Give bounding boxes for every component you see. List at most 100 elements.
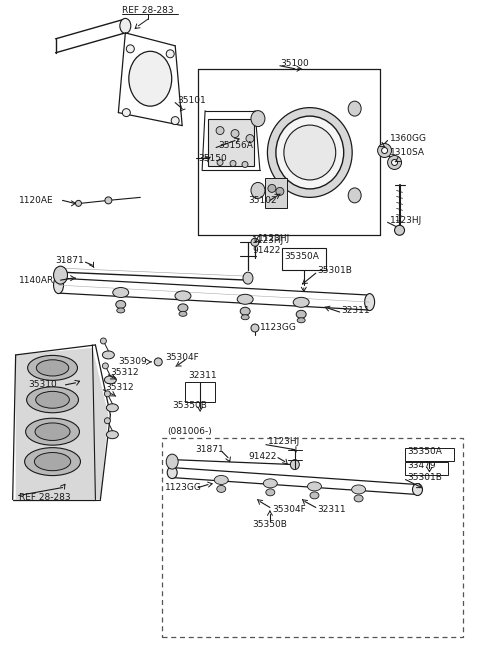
Ellipse shape: [276, 116, 344, 189]
Circle shape: [395, 225, 405, 235]
Circle shape: [217, 159, 223, 166]
Text: 35156A: 35156A: [218, 141, 253, 150]
Ellipse shape: [241, 315, 249, 320]
Text: 35309: 35309: [119, 358, 147, 366]
Ellipse shape: [24, 447, 81, 476]
Text: 35350B: 35350B: [172, 402, 207, 410]
Ellipse shape: [35, 453, 71, 471]
Ellipse shape: [120, 18, 131, 33]
Circle shape: [100, 338, 107, 344]
Text: 35312: 35312: [106, 383, 134, 392]
Ellipse shape: [284, 125, 336, 180]
Text: 1120AE: 1120AE: [19, 196, 53, 205]
Ellipse shape: [251, 111, 265, 126]
Circle shape: [276, 187, 284, 195]
Text: 35310: 35310: [29, 381, 58, 389]
Ellipse shape: [107, 431, 119, 439]
Text: 33479: 33479: [408, 461, 436, 470]
Text: REF 28-283: REF 28-283: [19, 493, 70, 502]
Ellipse shape: [35, 423, 70, 440]
Circle shape: [251, 324, 259, 332]
Circle shape: [230, 160, 236, 166]
Bar: [405, 462, 448, 475]
Text: 32311: 32311: [318, 505, 347, 514]
Circle shape: [382, 147, 387, 153]
Ellipse shape: [267, 107, 352, 197]
Text: 35304F: 35304F: [272, 505, 306, 514]
Text: 1310SA: 1310SA: [390, 148, 425, 157]
Text: 1140AR: 1140AR: [19, 276, 54, 285]
Text: 1123GG: 1123GG: [165, 483, 202, 492]
Circle shape: [216, 126, 224, 134]
Text: 35350A: 35350A: [284, 252, 319, 261]
Ellipse shape: [113, 288, 129, 297]
Bar: [265, 178, 287, 208]
Ellipse shape: [348, 101, 361, 116]
Ellipse shape: [240, 307, 250, 315]
Polygon shape: [16, 348, 108, 500]
Circle shape: [387, 155, 402, 170]
Circle shape: [166, 50, 174, 58]
Text: 35102: 35102: [248, 196, 276, 205]
Bar: [162, 438, 463, 637]
Ellipse shape: [308, 482, 322, 491]
Text: REF 28-283: REF 28-283: [122, 7, 174, 16]
Circle shape: [392, 159, 397, 166]
Ellipse shape: [348, 188, 361, 203]
Text: 31871: 31871: [56, 255, 84, 265]
Ellipse shape: [167, 466, 177, 479]
Ellipse shape: [296, 310, 306, 318]
Circle shape: [231, 130, 239, 138]
Circle shape: [105, 197, 112, 204]
Ellipse shape: [175, 291, 191, 301]
Ellipse shape: [178, 304, 188, 312]
Text: 35101: 35101: [177, 96, 206, 105]
Ellipse shape: [36, 392, 70, 408]
Circle shape: [242, 162, 248, 168]
Ellipse shape: [166, 454, 178, 469]
Text: 91422: 91422: [252, 246, 280, 255]
Circle shape: [171, 117, 179, 124]
Ellipse shape: [412, 483, 422, 496]
Text: 31871: 31871: [195, 445, 224, 454]
Ellipse shape: [26, 387, 78, 413]
Text: 32311: 32311: [188, 371, 217, 381]
Text: 35350A: 35350A: [408, 447, 443, 456]
Text: 1123HJ: 1123HJ: [268, 437, 300, 446]
Circle shape: [378, 143, 392, 157]
Circle shape: [154, 358, 162, 366]
Ellipse shape: [25, 419, 80, 445]
Circle shape: [126, 45, 134, 53]
Text: 1123HJ: 1123HJ: [390, 215, 422, 225]
Circle shape: [251, 238, 259, 246]
Ellipse shape: [102, 351, 114, 359]
Ellipse shape: [54, 276, 63, 293]
Ellipse shape: [217, 485, 226, 493]
Ellipse shape: [117, 308, 125, 313]
Text: 35301B: 35301B: [318, 266, 353, 274]
Circle shape: [104, 391, 110, 397]
Ellipse shape: [264, 479, 277, 488]
Ellipse shape: [251, 183, 265, 198]
Circle shape: [102, 363, 108, 369]
Text: 35100: 35100: [280, 59, 309, 68]
Text: 35150: 35150: [198, 154, 227, 163]
Text: 35301B: 35301B: [408, 473, 443, 482]
Text: 35312: 35312: [110, 368, 139, 377]
Circle shape: [104, 418, 110, 424]
Circle shape: [246, 134, 254, 143]
Ellipse shape: [116, 301, 126, 309]
Ellipse shape: [297, 318, 305, 323]
Text: 32311: 32311: [342, 305, 371, 314]
Ellipse shape: [266, 489, 275, 496]
Ellipse shape: [352, 485, 366, 494]
Ellipse shape: [214, 476, 228, 485]
Text: 1360GG: 1360GG: [390, 134, 427, 143]
Circle shape: [75, 200, 82, 206]
Circle shape: [122, 109, 130, 117]
Ellipse shape: [54, 266, 68, 284]
Ellipse shape: [179, 311, 187, 316]
Ellipse shape: [354, 495, 363, 502]
Ellipse shape: [293, 297, 309, 307]
Ellipse shape: [237, 294, 253, 305]
